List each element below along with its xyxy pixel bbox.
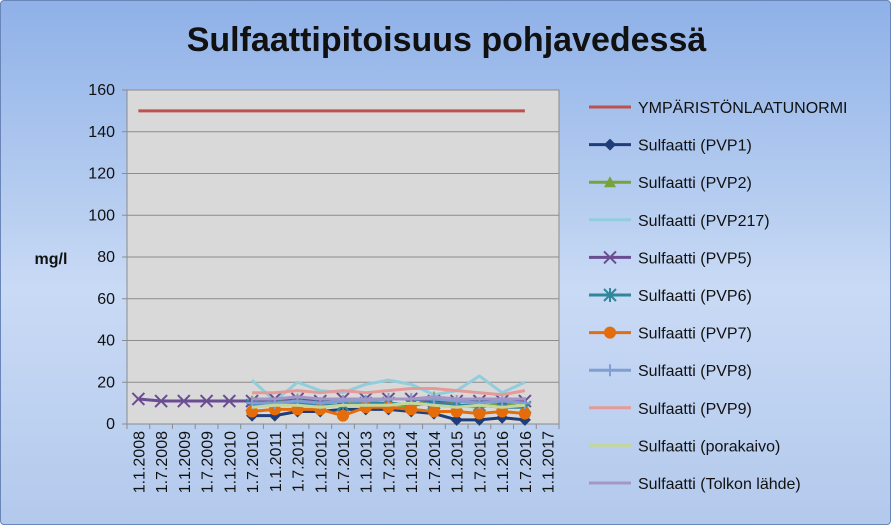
x-tick-label: 1.1.2012: [313, 431, 330, 493]
legend-label: Sulfaatti (PVP9): [638, 401, 752, 418]
legend-item: Sulfaatti (PVP217): [589, 213, 770, 230]
x-tick-label: 1.1.2017: [541, 431, 558, 493]
series-8: [252, 387, 526, 397]
x-tick-label: 1.1.2014: [404, 431, 421, 493]
data-point: [199, 394, 214, 408]
data-point: [222, 394, 237, 408]
y-tick-label: 160: [88, 82, 115, 99]
legend-label: Sulfaatti (PVP7): [638, 326, 752, 343]
x-tick-label: 1.7.2011: [291, 431, 308, 492]
legend-item: YMPÄRISTÖNLAATUNORMI: [589, 99, 848, 117]
series-line: [252, 395, 525, 401]
legend-label: Sulfaatti (porakaivo): [638, 438, 780, 455]
data-point: [427, 392, 440, 405]
legend-marker: [603, 250, 617, 265]
legend-item: Sulfaatti (PVP1): [589, 138, 752, 155]
data-point: [496, 395, 509, 408]
x-tick-label: 1.7.2009: [200, 431, 217, 493]
x-tick-label: 1.1.2010: [222, 431, 239, 493]
legend-item: Sulfaatti (PVP6): [589, 288, 752, 305]
legend-marker: [603, 288, 617, 302]
legend-label: Sulfaatti (PVP5): [638, 250, 752, 267]
legend: YMPÄRISTÖNLAATUNORMI Sulfaatti (PVP1) Sulf…: [589, 99, 848, 493]
x-tick-label: 1.1.2008: [131, 431, 148, 493]
x-tick-label: 1.7.2015: [472, 431, 489, 493]
x-tick-label: 1.1.2009: [177, 431, 194, 493]
x-tick-label: 1.1.2011: [268, 431, 285, 492]
data-point: [131, 392, 146, 406]
series-9: [251, 401, 526, 409]
x-tick-label: 1.7.2010: [245, 431, 262, 493]
y-tick-label: 140: [88, 124, 115, 141]
y-tick-label: 100: [88, 207, 115, 224]
legend-item: Sulfaatti (porakaivo): [589, 438, 780, 455]
series-layer: [131, 109, 532, 426]
data-point: [337, 409, 349, 422]
legend-label: Sulfaatti (PVP2): [638, 175, 752, 192]
data-point: [473, 407, 486, 420]
data-point: [518, 407, 531, 420]
data-point: [427, 405, 440, 418]
legend-label: Sulfaatti (PVP6): [638, 288, 752, 305]
data-point: [450, 395, 463, 408]
series-line: [251, 374, 526, 403]
data-point: [518, 397, 531, 410]
gridlines: [127, 89, 559, 425]
legend-label: Sulfaatti (PVP217): [638, 213, 770, 230]
y-tick-label: 20: [97, 374, 115, 391]
data-point: [177, 394, 191, 408]
legend-marker: [604, 176, 616, 188]
data-point: [450, 413, 463, 426]
y-tick-label: 60: [97, 291, 115, 308]
series-line: [252, 387, 526, 397]
y-axis-label: mg/l: [35, 251, 68, 268]
y-tick-label: 0: [106, 416, 115, 433]
legend-item: Sulfaatti (PVP2): [589, 175, 752, 192]
legend-item: Sulfaatti (Tolkon lähde): [589, 476, 801, 493]
y-tick-label: 120: [88, 166, 115, 183]
legend-item: Sulfaatti (PVP8): [589, 363, 752, 380]
series-3: [251, 374, 526, 403]
x-tick-label: 1.7.2014: [427, 431, 444, 493]
x-tick-label: 1.1.2016: [495, 431, 512, 493]
x-tick-label: 1.7.2008: [154, 431, 171, 493]
legend-item: Sulfaatti (PVP9): [589, 401, 752, 418]
axes: 0 20 40 60 80 100 120 140 160 1.1.2008 1.7.2008 1.1…: [88, 82, 560, 493]
series-line: [251, 401, 526, 409]
x-tick-label: 1.7.2016: [518, 431, 535, 493]
series-6: [246, 401, 531, 422]
x-tick-label: 1.1.2013: [359, 431, 376, 493]
y-tick-label: 40: [97, 333, 115, 350]
data-point: [154, 394, 168, 408]
legend-marker: [604, 138, 616, 151]
legend-marker: [604, 364, 616, 377]
x-tick-label: 1.7.2013: [381, 431, 398, 493]
legend-marker: [604, 326, 616, 339]
chart-title: Sulfaattipitoisuus pohjavedessä: [186, 21, 707, 59]
legend-label: YMPÄRISTÖNLAATUNORMI: [638, 99, 848, 117]
x-tick-label: 1.7.2012: [336, 431, 353, 493]
legend-label: Sulfaatti (Tolkon lähde): [638, 476, 801, 493]
legend-item: Sulfaatti (PVP7): [589, 326, 752, 343]
y-tick-label: 80: [97, 249, 115, 266]
legend-label: Sulfaatti (PVP8): [638, 363, 752, 380]
series-10: [252, 395, 525, 401]
legend-item: Sulfaatti (PVP5): [589, 250, 752, 267]
x-tick-label: 1.1.2015: [450, 431, 467, 493]
data-point: [405, 403, 418, 416]
legend-label: Sulfaatti (PVP1): [638, 138, 752, 155]
